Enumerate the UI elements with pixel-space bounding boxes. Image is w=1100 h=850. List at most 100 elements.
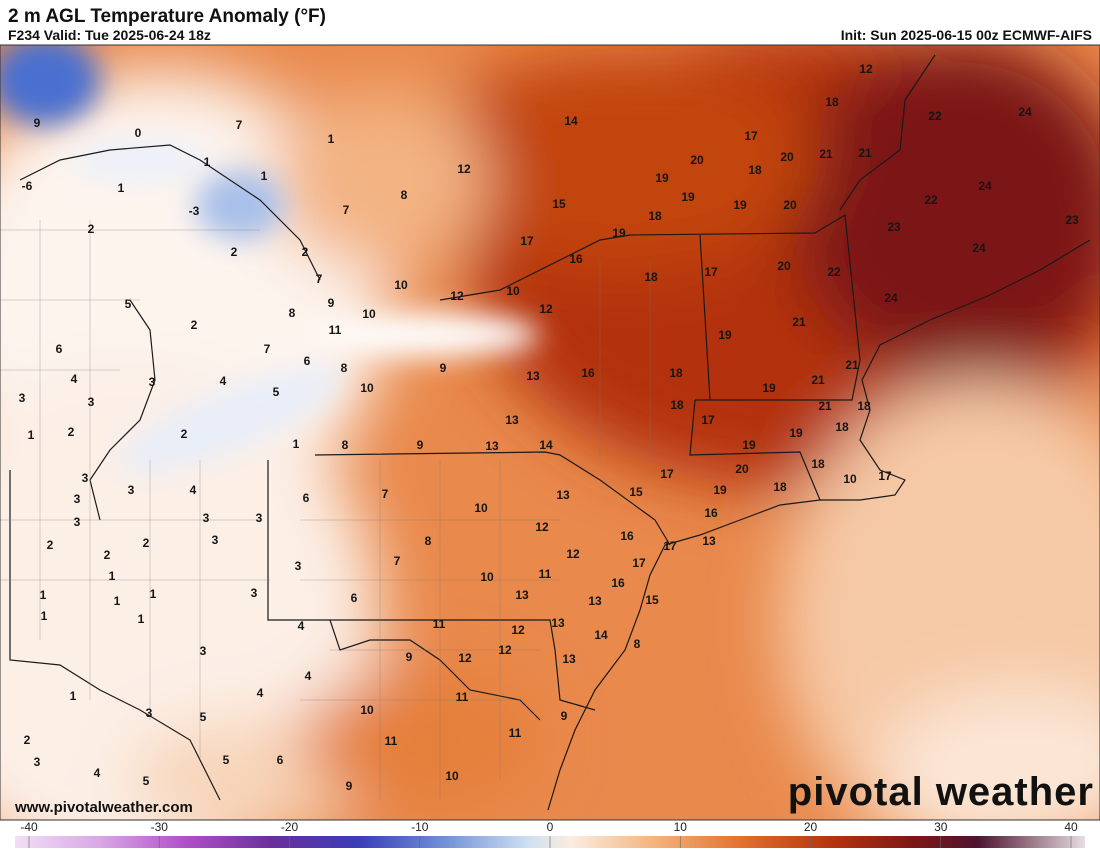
anomaly-label: 4 [190,483,197,497]
anomaly-label: 12 [498,643,512,657]
anomaly-label: 3 [146,706,153,720]
anomaly-label: 7 [394,554,401,568]
anomaly-label: 2 [302,245,309,259]
county-lines [0,220,651,800]
anomaly-label: 12 [566,547,580,561]
anomaly-label: 11 [385,734,398,748]
colorbar-tick-label: -10 [411,820,429,834]
anomaly-label: 21 [819,147,833,161]
anomaly-label: 11 [539,567,552,581]
anomaly-label: 11 [509,726,522,740]
anomaly-label: 16 [704,506,718,520]
anomaly-label: 3 [295,559,302,573]
anomaly-label: 11 [329,323,342,337]
anomaly-label: 12 [457,162,471,176]
anomaly-label: 17 [744,129,758,143]
anomaly-label: 16 [581,366,595,380]
anomaly-label: 21 [792,315,806,329]
anomaly-label: 19 [742,438,756,452]
anomaly-label: 3 [128,483,135,497]
anomaly-label: 6 [277,753,284,767]
anomaly-label: 3 [19,391,26,405]
anomaly-label: 21 [818,399,832,413]
anomaly-label: -3 [189,204,200,218]
anomaly-label: 3 [88,395,95,409]
anomaly-label: 18 [644,270,658,284]
anomaly-label: 6 [303,491,310,505]
anomaly-label: 17 [878,469,892,483]
anomaly-label: 12 [535,520,549,534]
anomaly-label: 15 [645,593,659,607]
anomaly-label: 10 [480,570,494,584]
anomaly-label: 2 [68,425,75,439]
anomaly-label: 7 [236,118,243,132]
anomaly-label: 5 [143,774,150,788]
anomaly-label: 10 [445,769,459,783]
anomaly-label: 16 [569,252,583,266]
valid-time: F234 Valid: Tue 2025-06-24 18z [8,27,211,43]
anomaly-label: 13 [588,594,602,608]
anomaly-label: 1 [328,132,335,146]
anomaly-label: 1 [118,181,125,195]
anomaly-label: 11 [433,617,446,631]
anomaly-label: 7 [316,272,323,286]
anomaly-label: 9 [417,438,424,452]
anomaly-label: 20 [780,150,794,164]
anomaly-label: 20 [735,462,749,476]
anomaly-label: 13 [515,588,529,602]
anomaly-label: 6 [56,342,63,356]
anomaly-label: 1 [138,612,145,626]
anomaly-label: 24 [972,241,986,255]
anomaly-label: 7 [382,487,389,501]
anomaly-label: 8 [289,306,296,320]
anomaly-label: 3 [149,375,156,389]
anomaly-label: 12 [539,302,553,316]
anomaly-label: 2 [181,427,188,441]
anomaly-label: 20 [783,198,797,212]
anomaly-label: 2 [47,538,54,552]
anomaly-label: 18 [670,398,684,412]
anomaly-label: 17 [632,556,646,570]
anomaly-label: 8 [634,637,641,651]
borders [9,54,1091,811]
anomaly-label: 1 [114,594,121,608]
anomaly-label: 8 [342,438,349,452]
anomaly-label: 9 [561,709,568,723]
anomaly-label: 19 [713,483,727,497]
anomaly-label: 17 [660,467,674,481]
anomaly-label: 2 [24,733,31,747]
anomaly-label: 22 [928,109,942,123]
anomaly-label: 21 [845,358,859,372]
colorbar-tick-label: 30 [934,820,948,834]
anomaly-label: 13 [551,616,565,630]
anomaly-label: 19 [762,381,776,395]
anomaly-label: 18 [748,163,762,177]
colorbar-tick-label: -40 [20,820,38,834]
anomaly-label: 3 [212,533,219,547]
anomaly-label: 21 [858,146,872,160]
anomaly-label: 8 [425,534,432,548]
anomaly-label: 4 [305,669,312,683]
anomaly-label: 6 [351,591,358,605]
anomaly-label: 23 [1065,213,1079,227]
anomaly-label: 17 [704,265,718,279]
anomaly-label: 21 [811,373,825,387]
colorbar-tick-label: 20 [804,820,818,834]
anomaly-label: 23 [887,220,901,234]
anomaly-label: 9 [406,650,413,664]
anomaly-label: 5 [125,297,132,311]
anomaly-label: 19 [733,198,747,212]
colorbar-tick-label: -20 [281,820,299,834]
anomaly-label: 18 [669,366,683,380]
anomaly-label: 4 [94,766,101,780]
map-title: 2 m AGL Temperature Anomaly (°F) [8,6,326,27]
anomaly-label: 10 [394,278,408,292]
anomaly-label: 1 [41,609,48,623]
anomaly-label: 1 [109,569,116,583]
anomaly-label: 18 [825,95,839,109]
anomaly-label: 14 [564,114,578,128]
anomaly-label: 4 [257,686,264,700]
